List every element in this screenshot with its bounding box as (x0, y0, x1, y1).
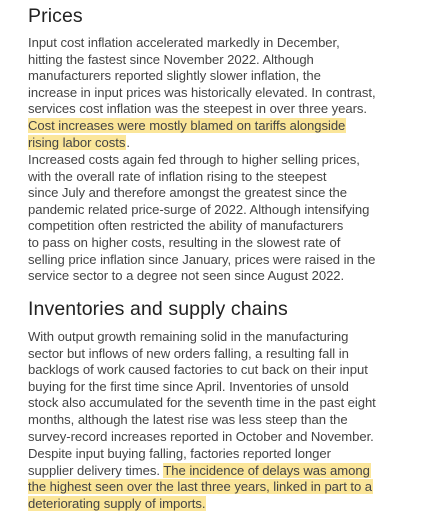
text-line: service sector to a degree not seen sinc… (28, 268, 422, 285)
text-run: months, although the latest rise was les… (28, 411, 348, 427)
text-line: Input cost inflation accelerated markedl… (28, 35, 422, 52)
text-line: Despite input buying falling, factories … (28, 446, 422, 463)
text-line: stock also accumulated for the seventh t… (28, 395, 422, 412)
text-line: with the overall rate of inflation risin… (28, 169, 422, 186)
paragraph-inventories: With output growth remaining solid in th… (28, 329, 422, 445)
text-run: manufacturers reported slightly slower i… (28, 68, 321, 84)
text-line: months, although the latest rise was les… (28, 412, 422, 429)
text-run: sector but inflows of new orders falling… (28, 345, 349, 361)
text-run: survey-record increases reported in Octo… (28, 428, 374, 444)
text-run: selling price inflation since January, p… (28, 251, 376, 267)
paragraph-input-costs: Input cost inflation accelerated markedl… (28, 35, 422, 151)
text-line: selling price inflation since January, p… (28, 252, 422, 269)
text-run: services cost inflation was the steepest… (28, 101, 368, 117)
text-line: With output growth remaining solid in th… (28, 329, 422, 346)
text-line: Increased costs again fed through to hig… (28, 152, 422, 169)
text-line: the highest seen over the last three yea… (28, 479, 422, 496)
text-line: backlogs of work caused factories to cut… (28, 362, 422, 379)
text-line: deteriorating supply of imports. (28, 495, 422, 513)
text-run: to pass on higher costs, resulting in th… (28, 234, 341, 250)
text-run: increase in input prices was historicall… (28, 84, 376, 100)
text-run: pandemic related price-surge of 2022. Al… (28, 201, 370, 217)
text-line: competition often restricted the ability… (28, 218, 422, 235)
text-line: since July and therefore amongst the gre… (28, 185, 422, 202)
text-line: sector but inflows of new orders falling… (28, 346, 422, 363)
text-run: hitting the fastest since November 2022.… (28, 51, 314, 67)
highlighted-text: deteriorating supply of imports. (28, 495, 207, 511)
text-run: Despite input buying falling, factories … (28, 446, 331, 461)
text-line: survey-record increases reported in Octo… (28, 429, 422, 446)
paragraph-selling-prices: Increased costs again fed through to hig… (28, 152, 422, 285)
text-run: . (126, 134, 130, 150)
text-run: supplier delivery times. (28, 462, 164, 478)
text-run: backlogs of work caused factories to cut… (28, 362, 368, 378)
highlighted-text: rising labor costs (28, 134, 127, 150)
text-run: Increased costs again fed through to hig… (28, 152, 360, 167)
text-line: rising labor costs. (28, 134, 422, 152)
text-line: hitting the fastest since November 2022.… (28, 52, 422, 69)
text-run: with the overall rate of inflation risin… (28, 168, 327, 184)
highlighted-text: Cost increases were mostly blamed on tar… (28, 117, 347, 133)
text-line: pandemic related price-surge of 2022. Al… (28, 202, 422, 219)
text-line: manufacturers reported slightly slower i… (28, 68, 422, 85)
text-line: supplier delivery times. The incidence o… (28, 462, 422, 480)
text-run: Input cost inflation accelerated markedl… (28, 35, 340, 50)
paragraph-supply-delays: Despite input buying falling, factories … (28, 446, 422, 512)
text-line: increase in input prices was historicall… (28, 85, 422, 102)
text-run: buying for the first time since April. I… (28, 378, 349, 394)
text-run: service sector to a degree not seen sinc… (28, 268, 345, 284)
text-line: to pass on higher costs, resulting in th… (28, 235, 422, 252)
highlighted-text: The incidence of delays was among (163, 462, 371, 478)
text-run: stock also accumulated for the seventh t… (28, 395, 376, 411)
text-run: since July and therefore amongst the gre… (28, 185, 347, 201)
highlighted-text: the highest seen over the last three yea… (28, 479, 374, 495)
text-line: buying for the first time since April. I… (28, 379, 422, 396)
text-run: With output growth remaining solid in th… (28, 329, 349, 344)
text-run: competition often restricted the ability… (28, 218, 344, 234)
text-line: services cost inflation was the steepest… (28, 101, 422, 118)
section-heading-prices: Prices (28, 5, 83, 27)
section-heading-inventories: Inventories and supply chains (28, 298, 288, 320)
text-line: Cost increases were mostly blamed on tar… (28, 117, 422, 135)
